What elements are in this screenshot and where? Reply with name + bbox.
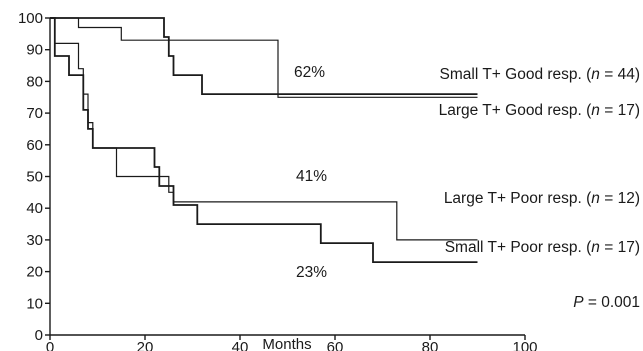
- y-tick-label: 20: [26, 264, 43, 281]
- label-large-poor: Large T+ Poor resp. (n = 12): [444, 190, 640, 207]
- pct-label-small-poor: 23%: [296, 264, 327, 281]
- pct-label-large-poor: 41%: [296, 168, 327, 185]
- x-tick-label: 40: [232, 339, 249, 351]
- y-tick-label: 90: [26, 42, 43, 59]
- label-large-good: Large T+ Good resp. (n = 17): [439, 102, 640, 119]
- x-tick-label: 20: [137, 339, 154, 351]
- x-tick-label: 80: [422, 339, 439, 351]
- label-small-good: Small T+ Good resp. (n = 44): [440, 66, 640, 83]
- x-tick-label: 60: [327, 339, 344, 351]
- p-value: P = 0.001: [573, 294, 640, 311]
- large-poor-curve: [50, 17, 478, 241]
- y-tick-label: 50: [26, 169, 43, 186]
- y-tick-label: 60: [26, 137, 43, 154]
- y-tick-label: 30: [26, 232, 43, 249]
- y-tick-label: 0: [35, 327, 43, 344]
- survival-curves: [50, 17, 478, 263]
- x-tick-label: 0: [46, 339, 54, 351]
- large-good-curve: [50, 17, 478, 95]
- series-labels: Small T+ Good resp. (n = 44) Large T+ Goo…: [296, 66, 640, 281]
- x-tick-label: 100: [512, 339, 537, 351]
- pct-label-good: 62%: [294, 64, 325, 81]
- small-poor-curve: [50, 17, 478, 263]
- ticks: 0 20 40 60 80 100 0 10 20 30 40 50 60 70 80 90 100: [18, 10, 538, 351]
- y-tick-label: 100: [18, 10, 43, 27]
- x-axis-title: Months: [262, 336, 311, 351]
- y-tick-label: 80: [26, 73, 43, 90]
- small-good-curve: [50, 17, 478, 98]
- y-tick-label: 40: [26, 200, 43, 217]
- label-small-poor: Small T+ Poor resp. (n = 17): [445, 239, 640, 256]
- y-tick-label: 70: [26, 105, 43, 122]
- y-tick-label: 10: [26, 295, 43, 312]
